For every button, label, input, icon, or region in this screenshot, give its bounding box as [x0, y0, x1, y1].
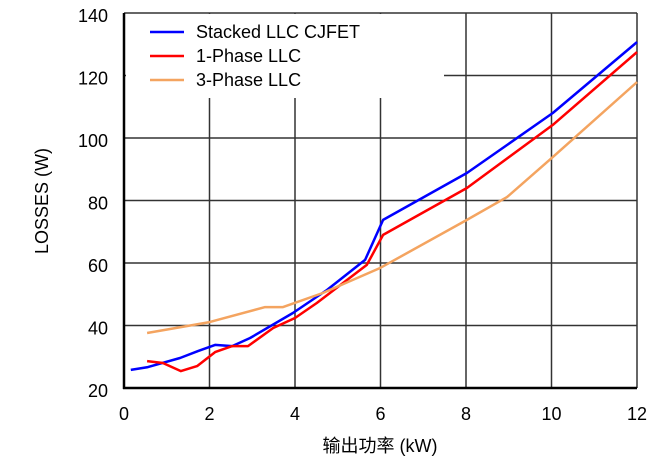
x-tick-label: 4: [290, 404, 300, 424]
y-axis-label: LOSSES (W): [32, 148, 52, 254]
y-tick-label: 40: [88, 319, 108, 339]
tick-labels: 0 2 4 6 8 10 12 20 40 60 80 100 120 140: [78, 6, 647, 424]
series-line: [130, 41, 638, 372]
x-tick-label: 6: [375, 404, 385, 424]
x-tick-label: 10: [541, 404, 561, 424]
x-tick-label: 12: [627, 404, 647, 424]
axes: [122, 13, 637, 390]
y-tick-label: 80: [88, 194, 108, 214]
y-tick-label: 140: [78, 6, 108, 26]
y-tick-label: 120: [78, 69, 108, 89]
y-tick-label: 60: [88, 256, 108, 276]
series-lines: [130, 41, 638, 373]
legend-label: 3-Phase LLC: [196, 70, 301, 90]
x-tick-label: 0: [119, 404, 129, 424]
y-tick-label: 100: [78, 131, 108, 151]
x-tick-label: 2: [204, 404, 214, 424]
legend-label: Stacked LLC CJFET: [196, 22, 360, 42]
x-tick-label: 8: [461, 404, 471, 424]
y-tick-label: 20: [88, 381, 108, 401]
x-axis-label: 输出功率 (kW): [323, 436, 438, 456]
series-line: [146, 51, 638, 373]
legend: Stacked LLC CJFET 1-Phase LLC 3-Phase LLC: [150, 22, 360, 90]
legend-label: 1-Phase LLC: [196, 46, 301, 66]
series-line: [146, 81, 638, 335]
